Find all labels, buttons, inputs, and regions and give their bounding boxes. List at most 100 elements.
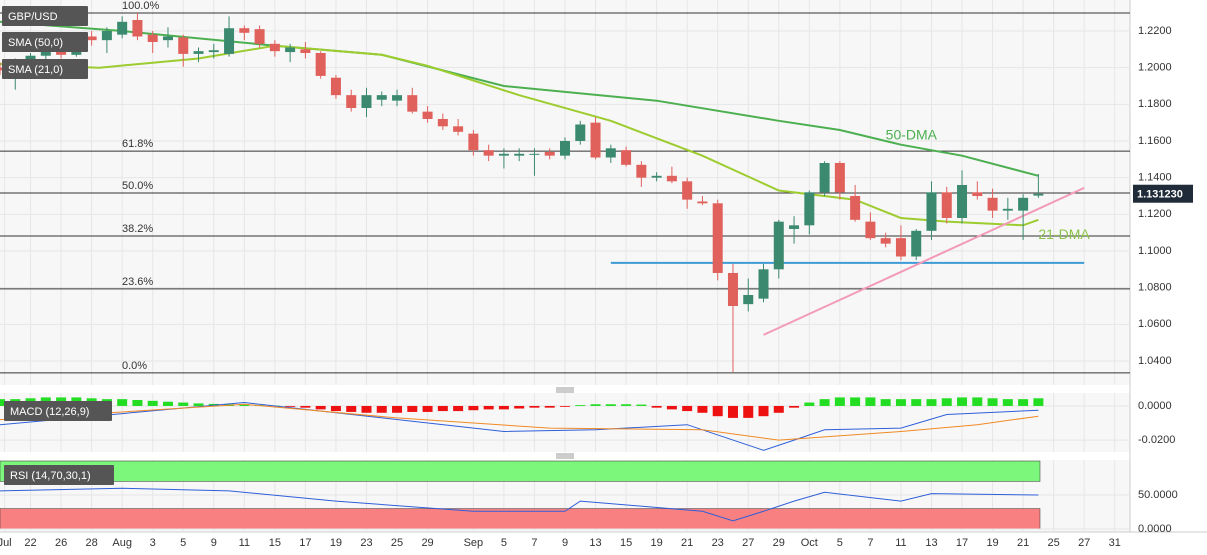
histogram-bar [712,405,723,417]
candle-body [834,162,845,193]
x-tick-label: 3 [150,537,156,549]
legend-label: GBP/USD [8,11,58,23]
histogram-bar [560,405,570,407]
histogram-bar [0,399,5,406]
histogram-bar [285,405,296,407]
candle-body [987,197,998,211]
histogram-bar [865,397,876,406]
candle-body [193,51,204,54]
histogram-bar [621,404,632,406]
histogram-bar [544,405,555,408]
fib-label: 23.6% [122,276,153,288]
candle-body [437,118,448,127]
candle-body [605,148,616,158]
histogram-bar [682,405,693,412]
histogram-bar [1002,399,1013,406]
last-price-box [1133,184,1193,203]
histogram-bar [1018,399,1029,406]
x-tick-label: 19 [986,537,998,549]
candle-body [590,122,601,158]
histogram-bar [911,399,922,406]
y-tick-label: 50.0000 [1138,489,1178,501]
fib-label: 100.0% [122,0,160,12]
x-tick-label: 11 [895,537,906,549]
candle-body [346,95,357,108]
legend-label: SMA (50,0) [8,37,63,49]
y-tick-label: 1.0400 [1138,355,1172,367]
histogram-bar [880,399,891,406]
candle-body [25,55,36,61]
candle-body [361,95,372,108]
histogram-bar [850,397,861,406]
histogram-bar [758,405,769,417]
candle-body [224,28,235,54]
histogram-bar [483,405,494,410]
x-tick-label: 7 [867,537,873,549]
x-tick-label: 25 [391,537,403,549]
histogram-bar [178,402,189,406]
histogram-bar [132,399,143,406]
x-tick-label: 28 [85,537,97,549]
x-tick-label: 27 [742,537,754,549]
candle-body [911,230,922,257]
candle-body [162,36,173,41]
histogram-bar [300,405,311,408]
legend-box [2,32,88,52]
y-tick-label: -0.0200 [1138,434,1175,446]
candle-body [865,221,876,239]
fib-label: 50.0% [122,180,153,192]
legend-box [2,59,88,79]
x-tick-label: 13 [589,537,601,549]
candle-body [682,181,693,200]
histogram-bar [941,398,952,406]
legend-box [4,465,114,485]
candle-body [941,192,952,218]
legend-label: RSI (14,70,30,1) [10,470,91,482]
macd-line [0,403,1039,441]
x-tick-label: 17 [956,537,968,549]
histogram-bar [239,404,250,406]
histogram-bar [957,397,968,406]
candle-body [208,50,219,53]
y-tick-label: 1.0600 [1138,318,1172,330]
candle-body [621,150,632,165]
histogram-bar [330,405,341,412]
last-price-label: 1.131230 [1137,189,1183,201]
histogram-bar [789,405,800,408]
candle-body [56,49,67,55]
candle-body [804,192,815,226]
x-tick-label: 23 [712,537,724,549]
candle-body [529,153,540,155]
histogram-bar [361,405,372,413]
y-tick-label: 0.0000 [1138,400,1172,412]
histogram-bar [162,401,173,406]
candle-body [575,124,586,141]
x-tick-label: 29 [421,537,433,549]
histogram-bar [972,397,983,406]
y-tick-label: 1.1400 [1138,172,1172,184]
candle-body [666,175,677,182]
x-tick-label: 15 [269,537,281,549]
candle-body [407,95,418,112]
candle-body [178,37,189,54]
histogram-bar [376,405,387,413]
fib-label: 0.0% [122,360,147,372]
candle-body [727,272,738,306]
candle-body [376,95,387,100]
x-tick-label: 5 [837,537,843,549]
histogram-bar [392,405,403,413]
candle-body [330,77,341,96]
histogram-bar [498,405,509,410]
x-tick-label: 11 [239,537,250,549]
candle-body [86,36,97,41]
y-tick-label: 1.0800 [1138,282,1172,294]
candle-body [468,133,479,151]
candle-body [40,49,51,56]
histogram-bar [346,405,357,412]
candle-body [1018,197,1029,211]
x-tick-label: 9 [211,537,217,549]
histogram-bar [804,402,815,406]
histogram-bar [117,399,128,406]
histogram-bar [605,404,616,406]
x-tick-label: 7 [531,537,537,549]
